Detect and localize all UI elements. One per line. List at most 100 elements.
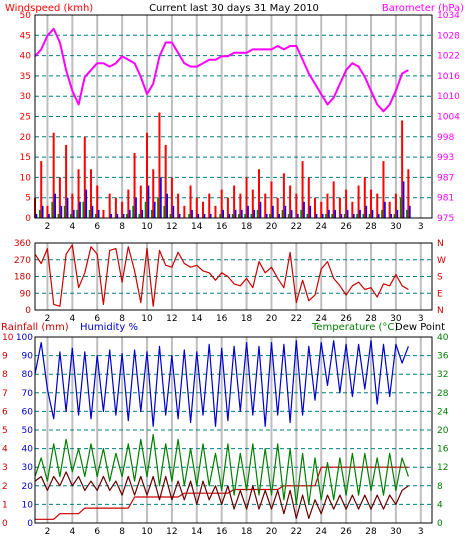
- x-tick-label: 20: [266, 314, 278, 324]
- x-tick-label: 10: [141, 222, 153, 232]
- y-left-tick-label: 90: [20, 289, 32, 299]
- y-rain-tick-label: 8: [2, 370, 8, 380]
- dew-point-line: [34, 471, 409, 520]
- x-tick-label: 24: [316, 222, 328, 232]
- x-tick-label: 22: [291, 314, 302, 324]
- series-group: [34, 340, 409, 520]
- x-tick-label: 26: [340, 314, 352, 324]
- y-rain-tick-label: 7: [2, 389, 8, 399]
- x-tick-label: 16: [216, 222, 228, 232]
- y-rain-tick-label: 6: [2, 407, 8, 417]
- y-right-tick-label: W: [437, 256, 446, 266]
- temperature-ticks: 0 4 8 12 16 20 24 28 32 36 40: [437, 333, 449, 529]
- y-left-tick-label: 5: [25, 194, 31, 204]
- windspeed-axis-title: Windspeed (kmh): [5, 3, 93, 14]
- x-tick-label: 28: [365, 314, 377, 324]
- y-left-tick-label: 35: [20, 72, 31, 82]
- barometer-line: [34, 27, 409, 113]
- y-right-tick-label: 12: [437, 463, 448, 473]
- y-rain-tick-label: 2: [2, 482, 8, 492]
- y-right-tick-label: 981: [437, 194, 454, 204]
- x-tick-label: 8: [119, 527, 125, 537]
- x-tick-label: 20: [266, 222, 278, 232]
- x-tick-label: 4: [69, 314, 75, 324]
- y-left-tick-label: 20: [20, 133, 32, 143]
- x-tick-label: 12: [166, 314, 177, 324]
- y-rain-tick-label: 5: [2, 426, 8, 436]
- y-right-tick-label: E: [437, 289, 443, 299]
- x-tick-label: 4: [69, 222, 75, 232]
- x-tick-label: 10: [141, 527, 153, 537]
- y-left-tick-label: 25: [20, 113, 31, 123]
- plot-frame: [34, 14, 433, 219]
- rainfall-axis-title: Rainfall (mm): [1, 322, 69, 333]
- x-tick-label: 14: [191, 222, 203, 232]
- y-right-tick-label: 1022: [437, 52, 460, 62]
- y-right-tick-label: 1028: [437, 31, 460, 41]
- x-tick-label: 22: [291, 222, 302, 232]
- x-tick-label: 6: [94, 314, 100, 324]
- windspeed-ticks: 0 5 10 15 20 25 30 35 40 45 50: [20, 11, 32, 224]
- rain-humidity-ticks: 0 10 20 30 40 50 60 70 80 90 100 0 1 2 3 4 5 6 7 8 9 10: [2, 333, 33, 529]
- y-rain-tick-label: 0: [2, 519, 8, 529]
- y-rain-tick-label: 1: [2, 500, 8, 510]
- y-left-tick-label: 90: [22, 352, 34, 362]
- rainfall-line: [35, 466, 409, 520]
- y-left-tick-label: 100: [16, 333, 33, 343]
- x-tick-label: 14: [191, 527, 203, 537]
- y-right-tick-label: S: [437, 273, 443, 283]
- y-left-tick-label: 40: [22, 445, 34, 455]
- rain-humidity-temperature-panel: Rainfall (mm) Humidity % Temperature (°C…: [1, 322, 449, 537]
- y-right-tick-label: 28: [437, 389, 449, 399]
- plot-frame: [34, 336, 433, 524]
- x-tick-label: 26: [340, 222, 352, 232]
- y-right-tick-label: 1016: [437, 72, 460, 82]
- y-rain-tick-label: 4: [2, 445, 8, 455]
- y-left-tick-label: 80: [22, 370, 34, 380]
- y-right-tick-label: 20: [437, 426, 449, 436]
- x-tick-label: 3: [418, 222, 424, 232]
- x-tick-label: 4: [69, 527, 75, 537]
- x-tick-label: 30: [390, 222, 402, 232]
- day-ticks: 2 4 6 8 10 12 14 16 18 20 22 24 26 28 30 3: [45, 314, 424, 324]
- x-tick-label: 22: [291, 527, 302, 537]
- x-tick-label: 8: [119, 314, 125, 324]
- barometer-ticks: 975 981 987 993 998 1004 1010 1016 1022 1028 1034: [437, 11, 460, 224]
- y-left-tick-label: 30: [20, 92, 32, 102]
- temperature-axis-title: Temperature (°C): [311, 322, 398, 333]
- x-tick-label: 28: [365, 527, 377, 537]
- y-rain-tick-label: 9: [2, 352, 8, 362]
- x-tick-label: 28: [365, 222, 377, 232]
- gridlines: [35, 259, 432, 294]
- y-left-tick-label: 180: [14, 273, 31, 283]
- y-left-tick-label: 270: [14, 256, 31, 266]
- y-right-tick-label: 32: [437, 370, 448, 380]
- y-right-tick-label: 975: [437, 214, 454, 224]
- plot-frame: [34, 242, 433, 311]
- y-left-tick-label: 40: [20, 52, 32, 62]
- gridlines: [35, 34, 432, 199]
- x-tick-label: 8: [119, 222, 125, 232]
- x-tick-label: 3: [418, 527, 424, 537]
- day-ticks: 2 4 6 8 10 12 14 16 18 20 22 24 26 28 30 3: [45, 222, 424, 232]
- x-tick-label: 14: [191, 314, 203, 324]
- x-tick-label: 16: [216, 527, 228, 537]
- y-left-tick-label: 0: [25, 306, 31, 316]
- x-tick-label: 6: [94, 527, 100, 537]
- series-group: [34, 244, 409, 307]
- y-left-tick-label: 50: [20, 11, 32, 21]
- y-left-tick-label: 10: [22, 500, 34, 510]
- y-right-tick-label: 987: [437, 173, 454, 183]
- dewpoint-axis-title: Dew Point: [395, 322, 445, 333]
- chart-title: Current last 30 days 31 May 2010: [149, 3, 319, 14]
- y-rain-tick-label: 10: [2, 333, 14, 343]
- y-right-tick-label: N: [437, 239, 444, 249]
- y-left-tick-label: 0: [25, 214, 31, 224]
- humidity-line: [34, 340, 409, 427]
- y-right-tick-label: 40: [437, 333, 449, 343]
- x-tick-label: 2: [45, 527, 51, 537]
- x-tick-label: 2: [45, 222, 51, 232]
- y-right-tick-label: 993: [437, 153, 454, 163]
- x-tick-label: 3: [418, 314, 424, 324]
